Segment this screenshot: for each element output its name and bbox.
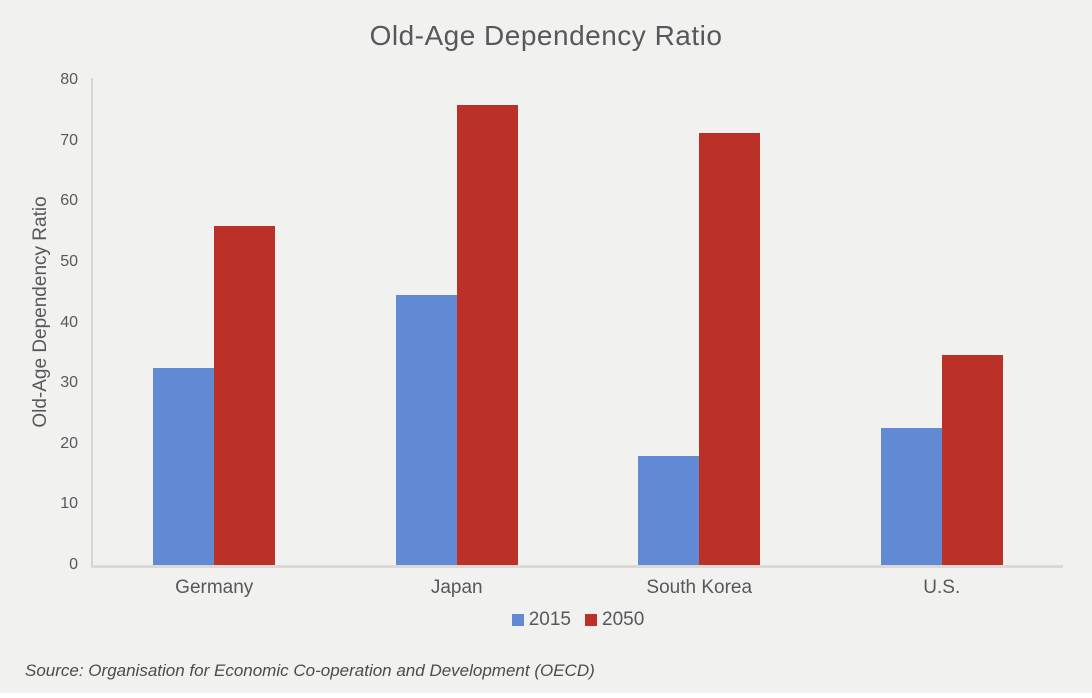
- x-axis-label-south-korea: South Korea: [646, 577, 753, 598]
- legend-label-2050: 2050: [602, 609, 645, 630]
- bar-2050-u-s: [941, 355, 1003, 565]
- y-axis-line: [91, 78, 93, 565]
- y-axis-ticks: 0 10 20 30 40 50 60 70 80: [0, 71, 78, 573]
- x-axis-labels: Germany Japan South Korea U.S.: [93, 577, 1063, 599]
- x-axis-label-germany: Germany: [175, 577, 254, 598]
- page-bottom-strip: [0, 693, 1092, 698]
- bar-group-germany: [93, 80, 336, 565]
- legend-swatch-icon-2015: [511, 614, 524, 626]
- bar-2050-south-korea: [699, 133, 761, 565]
- x-axis-line: [91, 565, 1063, 568]
- bar-2015-germany: [153, 367, 215, 565]
- y-tick-label-50: 50: [60, 252, 78, 270]
- y-tick-label-40: 40: [60, 313, 78, 331]
- x-axis-label-japan: Japan: [430, 577, 483, 598]
- bar-2015-u-s: [880, 428, 942, 565]
- bar-2015-south-korea: [638, 455, 700, 565]
- legend-item-2050: 2050: [585, 609, 644, 631]
- y-tick-label-80: 80: [60, 71, 78, 88]
- y-tick-label-30: 30: [60, 374, 78, 392]
- bar-group-south-korea: [578, 80, 821, 565]
- y-tick-label-70: 70: [60, 131, 78, 149]
- legend-item-2015: 2015: [511, 609, 571, 631]
- y-tick-label-10: 10: [60, 495, 78, 513]
- x-axis-label-u-s: U.S.: [923, 577, 961, 598]
- bar-2050-germany: [214, 225, 276, 565]
- bar-group-u-s: [821, 80, 1064, 565]
- y-tick-label-20: 20: [60, 434, 78, 452]
- bar-group-japan: [336, 80, 579, 565]
- bar-2015-japan: [395, 295, 457, 565]
- plot-area: [93, 80, 1063, 565]
- legend-swatch-icon-2050: [585, 614, 597, 626]
- source-note: Source: Organisation for Economic Co-ope…: [25, 661, 595, 680]
- y-tick-label-0: 0: [69, 556, 78, 573]
- legend-label-2015: 2015: [528, 609, 571, 630]
- y-tick-label-60: 60: [60, 192, 78, 210]
- legend: 2015 2050: [93, 609, 1063, 631]
- bar-2050-japan: [456, 105, 518, 565]
- chart-title: Old-Age Dependency Ratio: [369, 20, 723, 51]
